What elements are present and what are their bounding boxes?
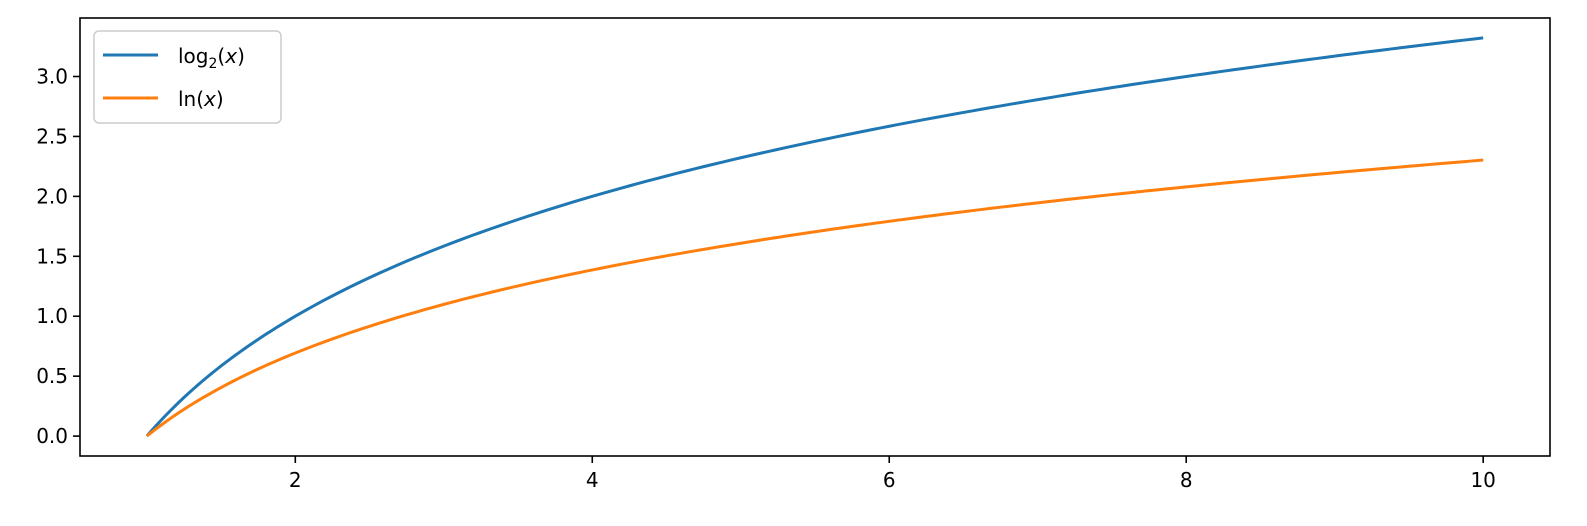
legend: log2(x) ln(x) bbox=[93, 30, 282, 124]
x-tick-label: 10 bbox=[1470, 468, 1495, 492]
plot-frame bbox=[79, 17, 1551, 457]
legend-label-log2: log2(x) bbox=[178, 44, 245, 72]
series-line-ln bbox=[145, 158, 1484, 438]
x-tick-label: 8 bbox=[1180, 468, 1193, 492]
y-tick-label: 3.0 bbox=[36, 64, 68, 88]
series-line-log2 bbox=[145, 36, 1484, 438]
y-tick-label: 2.5 bbox=[36, 124, 68, 148]
y-tick-label: 0.0 bbox=[36, 424, 68, 448]
y-tick-label: 1.5 bbox=[36, 244, 68, 268]
y-tick-label: 1.0 bbox=[36, 304, 68, 328]
y-tick-label: 0.5 bbox=[36, 364, 68, 388]
x-tick-label: 6 bbox=[883, 468, 896, 492]
y-tick-label: 2.0 bbox=[36, 184, 68, 208]
legend-label-ln: ln(x) bbox=[178, 87, 224, 111]
x-tick-label: 2 bbox=[289, 468, 302, 492]
x-tick-label: 4 bbox=[586, 468, 599, 492]
